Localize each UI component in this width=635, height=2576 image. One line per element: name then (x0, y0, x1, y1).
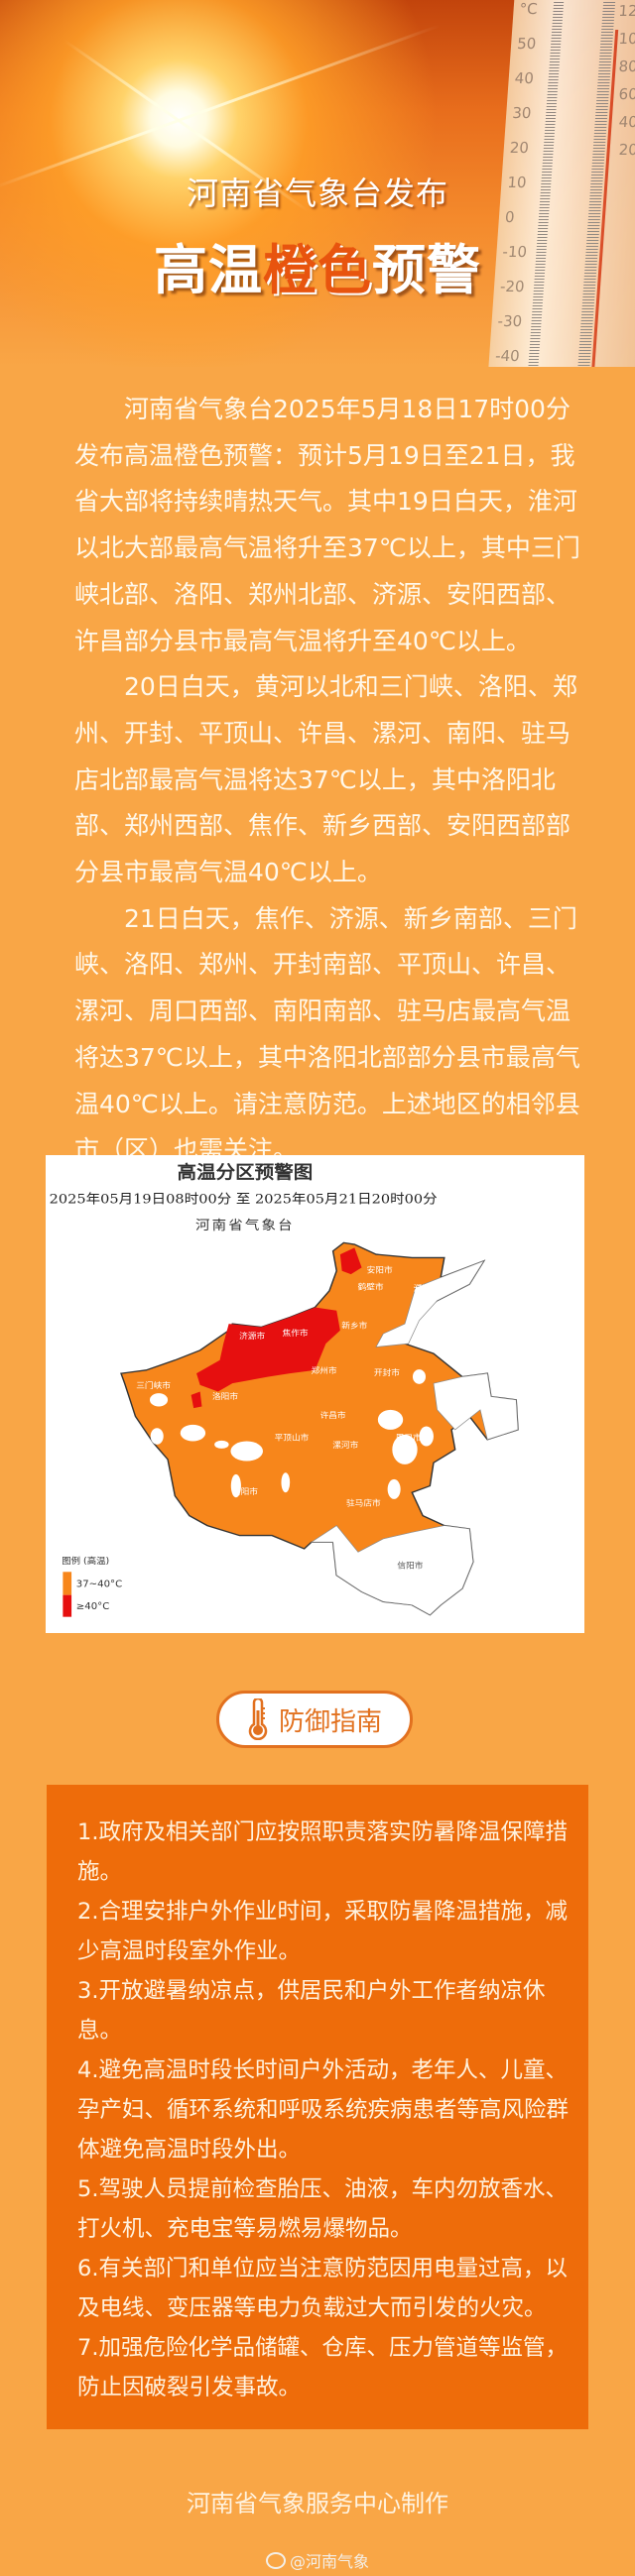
city-label: 新乡市 (341, 1321, 367, 1331)
no-warning-patches (149, 1369, 434, 1499)
henan-map: 高温分区预警图 2025年05月19日08时00分 至 2025年05月21日2… (50, 1161, 519, 1617)
title-part: 预警 (372, 239, 481, 301)
guide-item: 5.驾驶人员提前检查胎压、油液，车内勿放香水、打火机、充电宝等易燃易爆物品。 (77, 2176, 568, 2242)
city-label: 开封市 (374, 1367, 400, 1377)
thermometer-label: -30 (497, 312, 523, 330)
sun-ray (64, 39, 180, 122)
guide-item: 6.有关部门和单位应当注意防范因用电量过高，以及电线、变压器等电力负载过大而引发… (77, 2256, 568, 2321)
city-label: 信阳市 (397, 1561, 423, 1571)
paragraph: 河南省气象台2025年5月18日17时00分发布高温橙色预警：预计5月19日至2… (74, 395, 580, 655)
thermometer-label: 20 (509, 139, 530, 157)
no-warning-area-south (310, 1525, 474, 1616)
header-title: 高温橙色预警 (0, 226, 635, 304)
city-label: 周口市 (396, 1433, 422, 1443)
header-subtitle: 河南省气象台发布 (186, 175, 448, 212)
header-banner: °C 50 40 30 20 10 0 -10 -20 -30 -40 120 100 80 60 40 20… (0, 0, 635, 367)
guide-item: 4.避免高温时段长时间户外活动，老年人、儿童、孕产妇、循环系统和呼吸系统疾病患者… (77, 2057, 570, 2163)
city-label: 平顶山市 (275, 1433, 310, 1443)
warning-map: 高温分区预警图 2025年05月19日08时00分 至 2025年05月21日2… (46, 1155, 584, 1633)
thermometer-label: 120 (617, 2, 635, 20)
thermometer-icon (248, 1698, 268, 1740)
weibo-watermark: @河南气象 (0, 2548, 635, 2572)
city-label: 安阳市 (367, 1265, 393, 1275)
warning-body: 河南省气象台2025年5月18日17时00分发布高温橙色预警：预计5月19日至2… (74, 387, 590, 1174)
legend-swatch-orange (63, 1572, 72, 1595)
guide-item: 2.合理安排户外作业时间，采取防暑降温措施，减少高温时段室外作业。 (77, 1899, 568, 1964)
no-warning-area-east (433, 1372, 519, 1441)
thermometer-label: 60 (618, 85, 635, 103)
thermometer-label: 50 (516, 35, 537, 53)
map-issuer: 河南省气象台 (195, 1219, 295, 1233)
thermometer-label: 30 (511, 104, 533, 122)
extreme-heat-area (196, 1307, 340, 1392)
thermometer-label: 40 (514, 69, 535, 87)
city-label: 济源市 (239, 1331, 265, 1341)
city-label: 濮阳市 (414, 1283, 440, 1293)
extreme-heat-area-anyang (339, 1247, 362, 1275)
legend-label: 37~40°C (76, 1580, 123, 1590)
city-label: 焦作市 (283, 1328, 309, 1338)
city-label: 三门峡市 (136, 1380, 171, 1390)
thermometer-label: 20 (618, 141, 635, 159)
no-warning-area-northeast (375, 1260, 485, 1347)
sun-ray (178, 24, 441, 122)
city-label: 洛阳市 (212, 1392, 238, 1402)
guide-box: 1.政府及相关部门应按照职责落实防暑降温保障措施。 2.合理安排户外作业时间，采… (47, 1785, 588, 2429)
city-label: 驻马店市 (346, 1498, 381, 1508)
city-label: 商丘市 (444, 1389, 469, 1399)
weibo-handle: @河南气象 (289, 2552, 369, 2571)
map-period: 2025年05月19日08时00分 至 2025年05月21日20时00分 (50, 1192, 438, 1207)
guide-item: 3.开放避暑纳凉点，供居民和户外工作者纳凉休息。 (77, 1978, 546, 2044)
paragraph: 20日白天，黄河以北和三门峡、洛阳、郑州、开封、平顶山、许昌、漯河、南阳、驻马店… (74, 672, 577, 887)
weibo-icon (265, 2552, 286, 2569)
thermometer-label: 40 (618, 113, 635, 131)
city-label: 许昌市 (320, 1411, 346, 1421)
thermometer-label: 80 (617, 58, 635, 75)
guide-heading: 防御指南 (278, 1706, 382, 1737)
thermometer-label: -40 (494, 347, 521, 365)
extreme-heat-area-small (190, 1391, 202, 1409)
paragraph: 21日白天，焦作、济源、新乡南部、三门峡、洛阳、郑州、开封南部、平顶山、许昌、漯… (74, 903, 580, 1165)
guide-item: 1.政府及相关部门应按照职责落实防暑降温保障措施。 (77, 1819, 568, 1885)
city-label: 郑州市 (312, 1365, 337, 1375)
city-label: 漯河市 (332, 1441, 358, 1451)
guide-heading-badge: 防御指南 (216, 1691, 413, 1748)
legend-swatch-red (63, 1594, 72, 1617)
map-title: 高温分区预警图 (178, 1161, 314, 1183)
city-label: 南阳市 (232, 1486, 258, 1496)
producer-credit: 河南省气象服务中心制作 (187, 2490, 448, 2517)
legend-title: 图例 (高温) (62, 1555, 109, 1566)
title-highlight: 橙色 (263, 239, 372, 301)
thermometer-label: °C (519, 0, 539, 18)
guide-item: 7.加强危险化学品储罐、仓库、压力管道等监管，防止因破裂引发事故。 (77, 2335, 568, 2400)
title-part: 高温 (154, 239, 263, 301)
thermometer-label: 100 (617, 30, 635, 48)
legend-label: ≥40°C (76, 1601, 110, 1612)
city-label: 鹤壁市 (358, 1282, 384, 1292)
guide-list: 1.政府及相关部门应按照职责落实防暑降温保障措施。 2.合理安排户外作业时间，采… (77, 1813, 588, 2407)
